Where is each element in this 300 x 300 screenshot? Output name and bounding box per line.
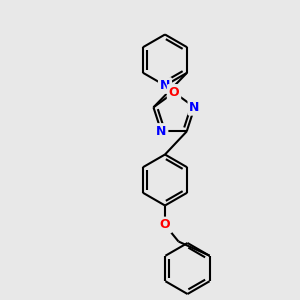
Text: O: O (160, 218, 170, 232)
Text: N: N (189, 101, 200, 114)
Text: O: O (169, 86, 179, 99)
Text: N: N (156, 125, 166, 138)
Text: N: N (160, 79, 170, 92)
